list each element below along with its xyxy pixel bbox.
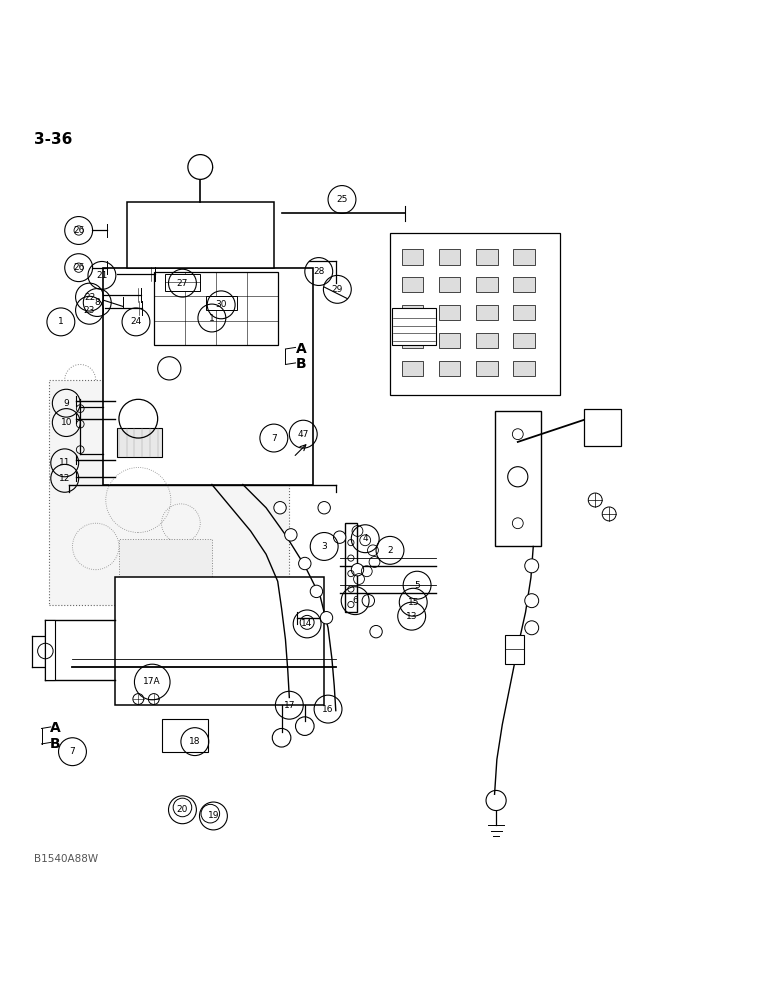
Bar bbox=[513, 333, 535, 348]
Circle shape bbox=[310, 585, 323, 598]
Text: B1540A88W: B1540A88W bbox=[34, 854, 98, 864]
Bar bbox=[513, 305, 535, 320]
Text: 10: 10 bbox=[61, 418, 72, 427]
Bar bbox=[165, 274, 200, 291]
Bar bbox=[439, 305, 460, 320]
Text: 22: 22 bbox=[84, 293, 95, 302]
Circle shape bbox=[274, 502, 286, 514]
Bar bbox=[476, 333, 498, 348]
Bar bbox=[115, 577, 324, 705]
Text: B: B bbox=[50, 737, 61, 751]
Bar bbox=[45, 620, 55, 680]
Bar bbox=[476, 305, 498, 320]
Text: B: B bbox=[296, 357, 307, 371]
Text: 7: 7 bbox=[69, 747, 76, 756]
Text: 20: 20 bbox=[177, 805, 188, 814]
Bar bbox=[439, 361, 460, 376]
Text: 25: 25 bbox=[336, 195, 348, 204]
Bar bbox=[161, 719, 208, 752]
Circle shape bbox=[318, 502, 331, 514]
Circle shape bbox=[188, 155, 213, 179]
Text: 8: 8 bbox=[94, 298, 100, 307]
Text: 28: 28 bbox=[313, 267, 324, 276]
Bar bbox=[402, 361, 424, 376]
Bar bbox=[345, 523, 356, 612]
Bar bbox=[476, 361, 498, 376]
Text: A: A bbox=[50, 721, 61, 735]
Circle shape bbox=[158, 357, 181, 380]
Text: 27: 27 bbox=[177, 279, 188, 288]
Bar bbox=[126, 202, 274, 268]
Bar bbox=[505, 635, 524, 664]
Text: 21: 21 bbox=[96, 271, 108, 280]
Text: 24: 24 bbox=[130, 317, 142, 326]
Text: 1: 1 bbox=[209, 314, 215, 323]
Bar bbox=[119, 539, 212, 589]
Bar bbox=[118, 428, 162, 457]
Text: 9: 9 bbox=[63, 399, 69, 408]
Text: 26: 26 bbox=[73, 226, 84, 235]
Text: 2: 2 bbox=[387, 546, 393, 555]
Text: 19: 19 bbox=[207, 811, 219, 820]
Bar bbox=[439, 333, 460, 348]
Circle shape bbox=[525, 621, 539, 635]
Bar bbox=[439, 249, 460, 265]
Circle shape bbox=[362, 594, 374, 607]
Text: A: A bbox=[296, 342, 307, 356]
Bar bbox=[495, 411, 541, 546]
Circle shape bbox=[525, 559, 539, 573]
Text: 23: 23 bbox=[83, 306, 95, 315]
Text: 11: 11 bbox=[59, 458, 70, 467]
Text: 7: 7 bbox=[271, 434, 277, 443]
Text: 18: 18 bbox=[189, 737, 200, 746]
Text: 26: 26 bbox=[73, 263, 84, 272]
Bar bbox=[49, 380, 289, 605]
Text: 14: 14 bbox=[301, 619, 313, 628]
Text: 6: 6 bbox=[353, 596, 358, 605]
Text: 1: 1 bbox=[58, 317, 64, 326]
Text: 12: 12 bbox=[59, 474, 70, 483]
Bar bbox=[154, 272, 278, 345]
Text: 30: 30 bbox=[215, 300, 227, 309]
Bar bbox=[476, 249, 498, 265]
Text: 4: 4 bbox=[363, 534, 368, 543]
Bar bbox=[390, 233, 560, 395]
Bar bbox=[402, 305, 424, 320]
Bar bbox=[583, 409, 621, 446]
Text: 29: 29 bbox=[332, 285, 343, 294]
Text: 16: 16 bbox=[322, 705, 334, 714]
Bar bbox=[402, 249, 424, 265]
Bar bbox=[513, 249, 535, 265]
Circle shape bbox=[351, 564, 363, 576]
Circle shape bbox=[285, 529, 297, 541]
Bar bbox=[392, 308, 437, 345]
Text: 5: 5 bbox=[414, 581, 420, 590]
Text: 17: 17 bbox=[284, 701, 295, 710]
Bar bbox=[513, 361, 535, 376]
Text: 3-36: 3-36 bbox=[34, 132, 72, 147]
Text: 47: 47 bbox=[298, 430, 309, 439]
Circle shape bbox=[299, 557, 311, 570]
Bar bbox=[439, 277, 460, 292]
Bar bbox=[206, 296, 236, 310]
Text: 13: 13 bbox=[406, 612, 417, 621]
Bar bbox=[402, 333, 424, 348]
Circle shape bbox=[334, 531, 346, 543]
Text: 15: 15 bbox=[407, 598, 419, 607]
Bar bbox=[513, 277, 535, 292]
Text: 17A: 17A bbox=[144, 677, 161, 686]
Circle shape bbox=[321, 612, 333, 624]
Bar bbox=[104, 268, 313, 485]
Circle shape bbox=[525, 594, 539, 608]
Bar bbox=[402, 277, 424, 292]
Bar bbox=[476, 277, 498, 292]
Text: 3: 3 bbox=[321, 542, 327, 551]
Circle shape bbox=[370, 625, 382, 638]
